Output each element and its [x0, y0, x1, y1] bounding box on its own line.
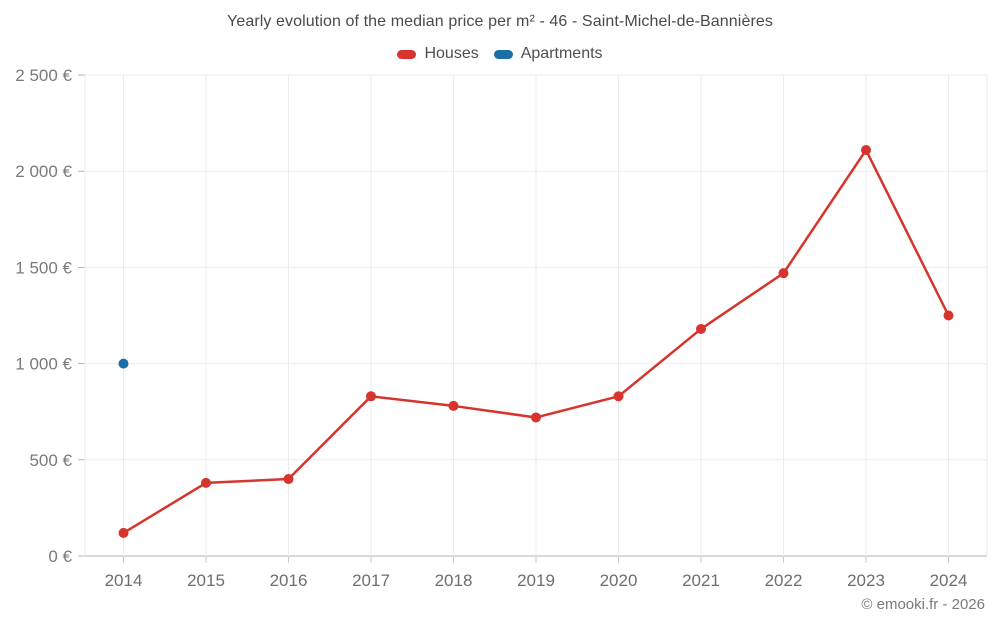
- x-axis-label: 2017: [352, 571, 390, 590]
- data-point-houses-2017[interactable]: [366, 391, 376, 402]
- data-point-houses-2014[interactable]: [118, 527, 129, 538]
- legend-label: Houses: [424, 45, 479, 62]
- legend-item-houses[interactable]: Houses: [397, 45, 479, 63]
- x-axis-label: 2020: [600, 571, 638, 590]
- data-point-houses-2018[interactable]: [448, 400, 459, 411]
- data-point-houses-2020[interactable]: [613, 391, 624, 402]
- data-point-houses-2015[interactable]: [201, 477, 211, 488]
- x-axis-label: 2018: [435, 571, 473, 590]
- legend-swatch-icon: [397, 49, 417, 59]
- x-axis-label: 2015: [187, 571, 225, 590]
- data-point-houses-2023[interactable]: [861, 145, 871, 156]
- x-axis-label: 2016: [270, 571, 308, 590]
- data-point-houses-2016[interactable]: [283, 474, 294, 485]
- data-point-apartments-2014[interactable]: [118, 358, 129, 369]
- y-axis-label: 2 000 €: [15, 162, 72, 181]
- legend-swatch-icon: [493, 49, 513, 59]
- y-axis-label: 0 €: [48, 547, 72, 566]
- chart-legend: Houses Apartments: [0, 45, 1000, 63]
- data-point-houses-2021[interactable]: [696, 323, 706, 334]
- x-axis-label: 2023: [847, 571, 885, 590]
- x-axis-label: 2024: [930, 571, 968, 590]
- y-axis-label: 1 500 €: [15, 258, 72, 277]
- data-point-houses-2022[interactable]: [778, 268, 789, 279]
- legend-item-apartments[interactable]: Apartments: [493, 45, 603, 63]
- chart-title: Yearly evolution of the median price per…: [227, 13, 773, 30]
- copyright-text: © emooki.fr - 2026: [861, 596, 985, 613]
- y-axis-label: 500 €: [29, 451, 72, 470]
- y-axis-label: 1 000 €: [15, 355, 72, 374]
- x-axis-label: 2021: [682, 571, 720, 590]
- data-point-houses-2024[interactable]: [943, 310, 954, 321]
- data-point-houses-2019[interactable]: [531, 412, 541, 423]
- y-axis-label: 2 500 €: [15, 66, 72, 85]
- x-axis-label: 2022: [765, 571, 803, 590]
- legend-label: Apartments: [520, 45, 603, 62]
- x-axis-label: 2014: [105, 571, 143, 590]
- x-axis-label: 2019: [517, 571, 555, 590]
